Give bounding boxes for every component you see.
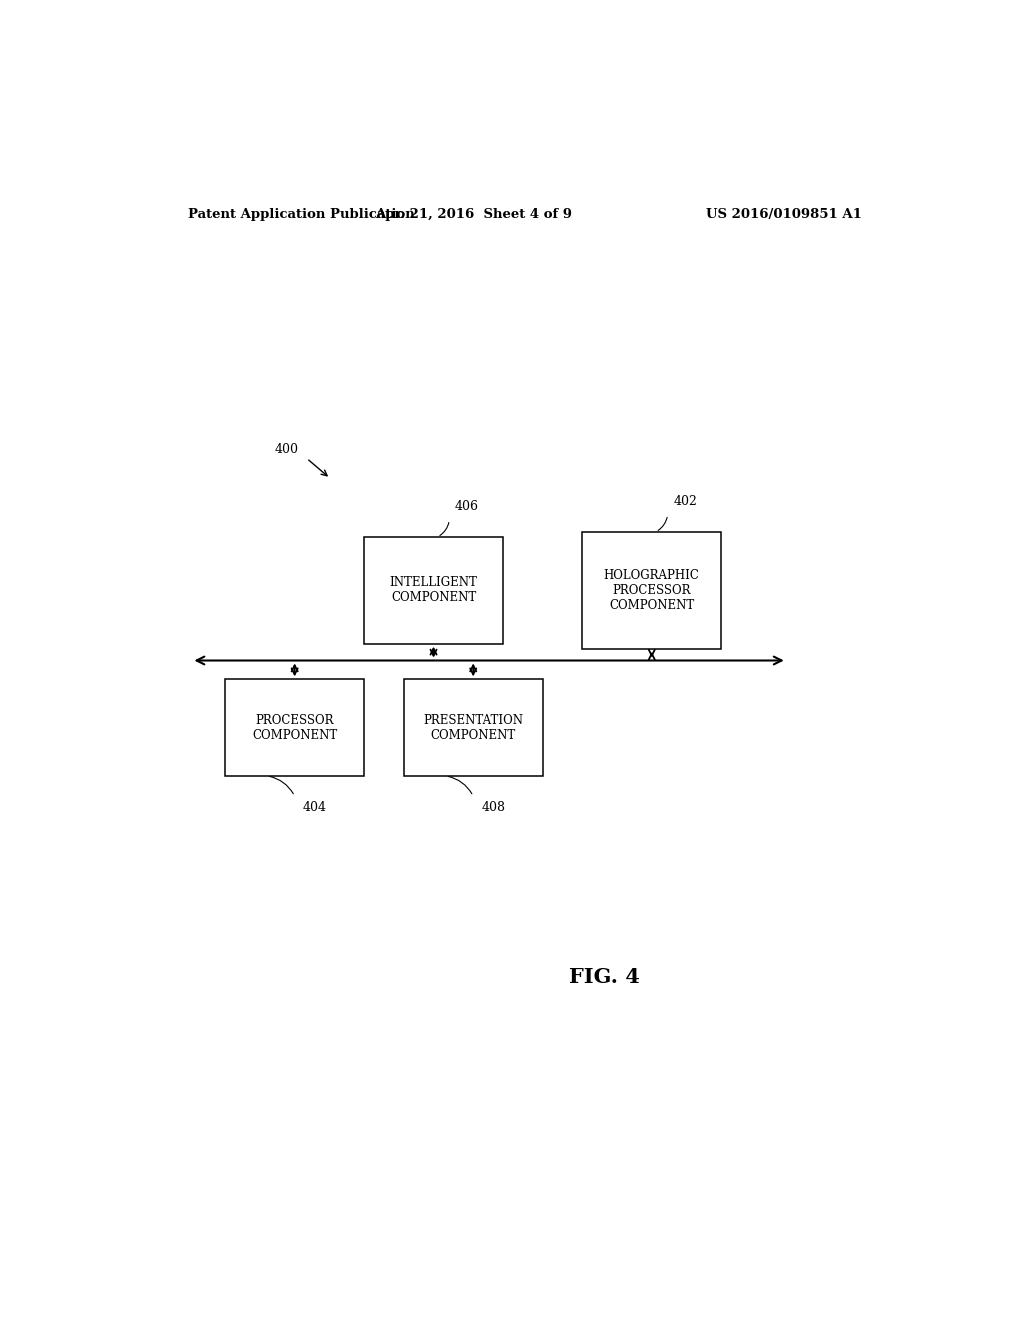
Text: 402: 402 [673, 495, 697, 507]
Text: 408: 408 [481, 801, 505, 814]
Text: Patent Application Publication: Patent Application Publication [187, 209, 415, 222]
Text: PROCESSOR
COMPONENT: PROCESSOR COMPONENT [252, 714, 337, 742]
Text: INTELLIGENT
COMPONENT: INTELLIGENT COMPONENT [389, 577, 477, 605]
Bar [365, 537, 503, 644]
Bar [225, 680, 365, 776]
Text: FIG. 4: FIG. 4 [568, 966, 640, 986]
Text: Apr. 21, 2016  Sheet 4 of 9: Apr. 21, 2016 Sheet 4 of 9 [375, 209, 571, 222]
Text: PRESENTATION
COMPONENT: PRESENTATION COMPONENT [423, 714, 523, 742]
Bar [583, 532, 721, 649]
Text: 406: 406 [455, 499, 479, 512]
Text: 404: 404 [303, 801, 327, 814]
Text: 400: 400 [274, 444, 299, 457]
Text: HOLOGRAPHIC
PROCESSOR
COMPONENT: HOLOGRAPHIC PROCESSOR COMPONENT [604, 569, 699, 612]
Bar [403, 680, 543, 776]
Text: US 2016/0109851 A1: US 2016/0109851 A1 [707, 209, 862, 222]
